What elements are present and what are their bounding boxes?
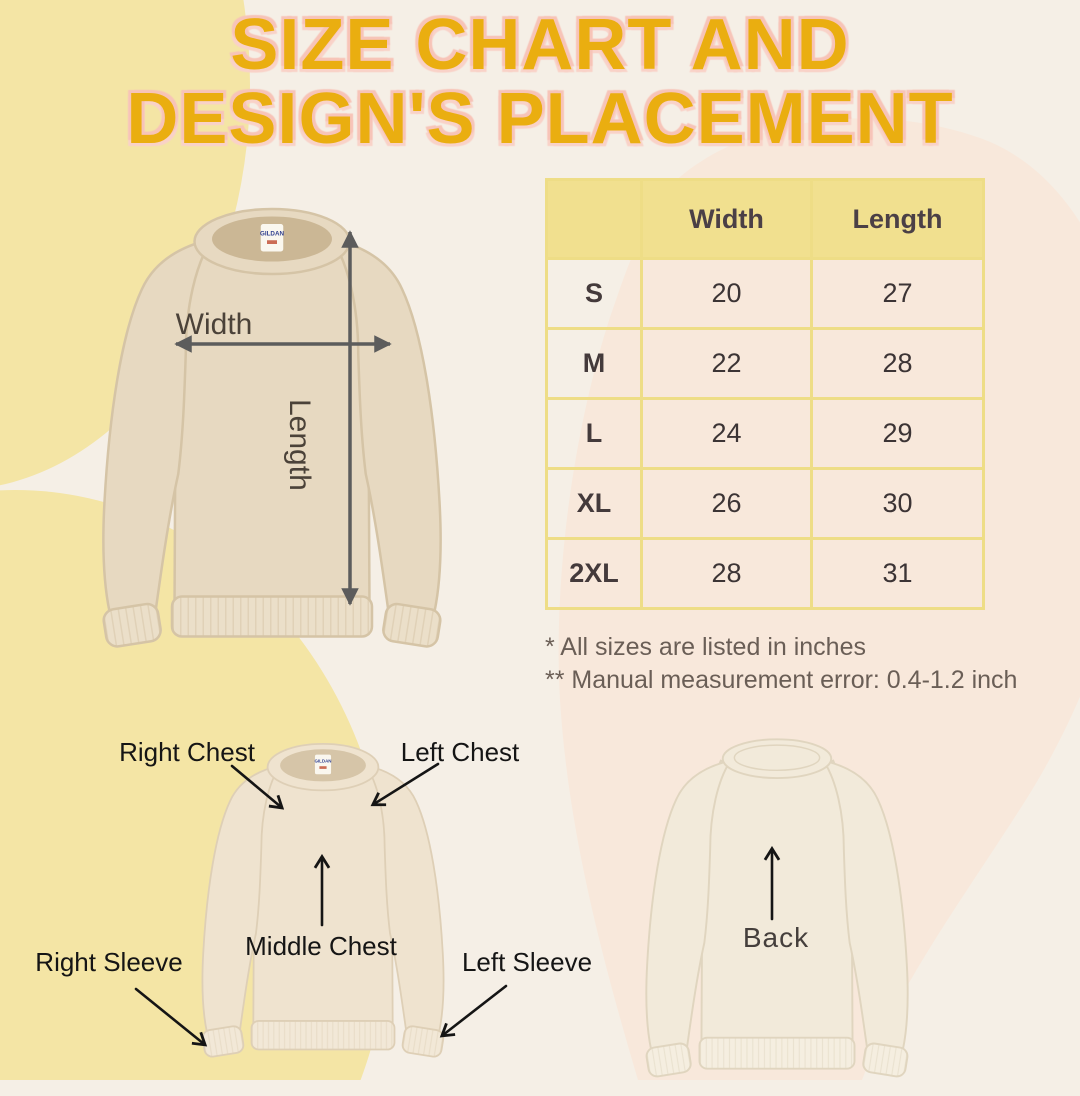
length-cell: 31 xyxy=(810,537,985,610)
neck-label-brand: GILDAN xyxy=(260,230,284,237)
sweatshirt-body xyxy=(700,759,854,1049)
header-cell-length: Length xyxy=(810,178,985,260)
sweatshirt-right-arm xyxy=(363,763,445,1058)
length-cell: 28 xyxy=(810,327,985,400)
size-cell: 2XL xyxy=(545,537,643,610)
table-row: M 22 28 xyxy=(545,327,985,400)
placement-label-right-chest: Right Chest xyxy=(119,737,255,767)
sweatshirt-right-cuff xyxy=(401,1025,445,1058)
width-measure-label: Width xyxy=(175,308,253,341)
table-row: S 20 27 xyxy=(545,257,985,330)
width-cell: 22 xyxy=(640,327,813,400)
header-cell-width: Width xyxy=(640,178,813,260)
size-chart-table: Width Length S 20 27 M 22 28 L 24 29 XL … xyxy=(545,178,985,610)
sweatshirt-right-cuff xyxy=(862,1042,909,1078)
sweatshirt-right-cuff xyxy=(382,602,442,648)
sweatshirt-right-arm xyxy=(329,237,442,648)
neck-label xyxy=(314,754,332,775)
page-title-line1: SIZE CHART AND xyxy=(230,5,850,85)
neck-label xyxy=(260,224,284,252)
placement-label-left-sleeve: Left Sleeve xyxy=(461,947,593,977)
sweatshirt-right-arm xyxy=(821,759,909,1078)
size-cell: XL xyxy=(545,467,643,540)
page-title: SIZE CHART AND DESIGN'S PLACEMENT xyxy=(0,8,1080,156)
sweatshirt-waistband xyxy=(170,595,374,638)
sweatshirt-front-measured: GILDAN xyxy=(102,207,442,648)
table-row: 2XL 28 31 xyxy=(545,537,985,610)
sweatshirt-front-placement: GILDAN xyxy=(201,742,445,1058)
size-cell: L xyxy=(545,397,643,470)
header-cell-size xyxy=(545,178,643,260)
page-title-line2: DESIGN'S PLACEMENT xyxy=(126,79,954,159)
placement-label-middle-chest: Middle Chest xyxy=(245,931,397,961)
footnote-units: * All sizes are listed in inches xyxy=(545,633,866,661)
sweatshirt-left-cuff xyxy=(201,1025,245,1058)
neck-label-brand: GILDAN xyxy=(314,759,331,764)
sweatshirt-left-cuff xyxy=(102,602,162,648)
length-cell: 27 xyxy=(810,257,985,330)
length-cell: 30 xyxy=(810,467,985,540)
length-measure-label: Length xyxy=(283,399,316,491)
sweatshirt-waistband xyxy=(698,1036,856,1070)
table-row: XL 26 30 xyxy=(545,467,985,540)
collar-band-inner xyxy=(733,744,821,772)
sweatshirt-body xyxy=(252,765,394,1031)
width-cell: 20 xyxy=(640,257,813,330)
size-cell: M xyxy=(545,327,643,400)
sweatshirt-back-view xyxy=(645,738,909,1078)
yellow-blob-top-left xyxy=(0,0,250,486)
table-header-row: Width Length xyxy=(545,178,985,260)
footnote-error: ** Manual measurement error: 0.4-1.2 inc… xyxy=(545,666,1018,694)
sweatshirt-body xyxy=(173,239,371,611)
width-cell: 28 xyxy=(640,537,813,610)
placement-label-back: Back xyxy=(742,922,810,953)
placement-label-left-chest: Left Chest xyxy=(400,737,520,767)
length-cell: 29 xyxy=(810,397,985,470)
sweatshirt-waistband xyxy=(250,1020,396,1051)
placement-label-right-sleeve: Right Sleeve xyxy=(35,947,183,977)
size-cell: S xyxy=(545,257,643,330)
neck-label-mark xyxy=(319,766,327,769)
table-row: L 24 29 xyxy=(545,397,985,470)
width-cell: 24 xyxy=(640,397,813,470)
neck-label-mark xyxy=(267,240,277,244)
sweatshirt-left-cuff xyxy=(645,1042,692,1078)
width-cell: 26 xyxy=(640,467,813,540)
table-footnotes: * All sizes are listed in inches ** Manu… xyxy=(545,631,1017,697)
